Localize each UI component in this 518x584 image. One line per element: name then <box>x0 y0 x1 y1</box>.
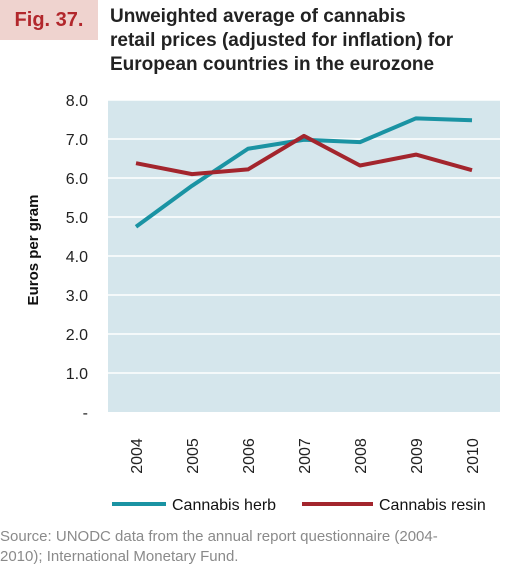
source-line-1: Source: UNODC data from the annual repor… <box>0 528 438 545</box>
series-lines <box>134 116 473 229</box>
source-note: Source: UNODC data from the annual repor… <box>0 527 518 567</box>
x-tick-label: 2005 <box>185 438 202 474</box>
y-tick-label: 5.0 <box>66 210 88 227</box>
chart-title-line-2: retail prices (adjusted for inflation) f… <box>110 30 454 51</box>
series-line-cannabis-herb <box>134 116 473 229</box>
x-tick-label: 2004 <box>129 438 146 474</box>
chart-title: Unweighted average of cannabis retail pr… <box>110 5 510 77</box>
line-chart: -1.02.03.04.05.06.07.08.0 2004 2005 2006 20… <box>25 93 500 514</box>
y-tick-label: - <box>83 405 88 422</box>
y-tick-label: 4.0 <box>66 249 88 266</box>
x-tick-label: 2006 <box>241 438 258 474</box>
y-tick-label: 8.0 <box>66 93 88 110</box>
chart-title-line-1: Unweighted average of cannabis <box>110 6 406 27</box>
gridlines <box>108 99 500 374</box>
x-tick-label: 2010 <box>465 438 482 474</box>
y-tick-label: 3.0 <box>66 288 88 305</box>
chart-title-line-3: European countries in the eurozone <box>110 54 435 75</box>
y-tick-label: 1.0 <box>66 366 88 383</box>
figure-number: Fig. 37. <box>0 0 98 40</box>
y-tick-label: 7.0 <box>66 132 88 149</box>
series-line-cannabis-resin <box>135 133 473 177</box>
legend-label-cannabis-herb: Cannabis herb <box>172 497 276 514</box>
x-tick-label: 2009 <box>409 438 426 474</box>
x-tick-label: 2008 <box>353 438 370 474</box>
y-tick-label: 6.0 <box>66 171 88 188</box>
x-tick-label: 2007 <box>297 438 314 474</box>
y-axis-tick-labels: - 1.0 2.0 3.0 4.0 5.0 6.0 7.0 8.0 <box>66 93 88 422</box>
y-axis-label: Euros per gram <box>25 195 42 306</box>
legend: Cannabis herb Cannabis resin <box>112 497 486 514</box>
x-axis-tick-labels: 2004 2005 2006 2007 2008 2009 2010 <box>129 438 482 474</box>
source-line-2: 2010); International Monetary Fund. <box>0 548 239 565</box>
y-tick-label: 2.0 <box>66 327 88 344</box>
legend-label-cannabis-resin: Cannabis resin <box>379 497 486 514</box>
